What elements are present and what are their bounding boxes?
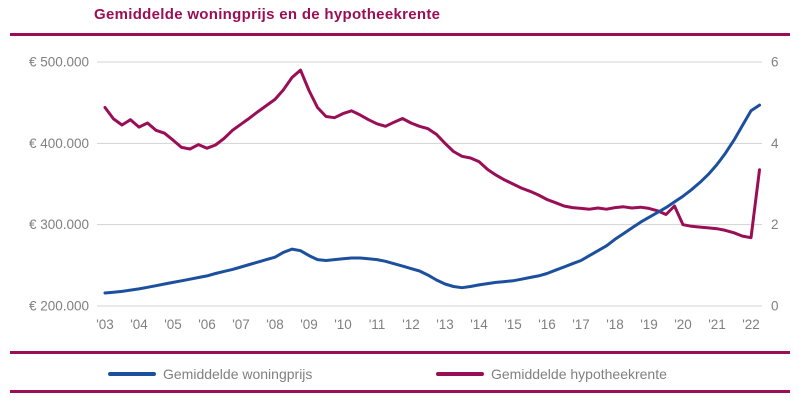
x-axis-tick-label: '18 <box>606 317 624 332</box>
x-axis-tick-label: '19 <box>640 317 658 332</box>
blue-line-swatch-icon <box>108 372 156 376</box>
price-line-series <box>103 103 761 295</box>
chart-title: Gemiddelde woningprijs en de hypotheekre… <box>94 6 441 23</box>
left-axis-tick-label: € 200.000 <box>29 299 89 314</box>
left-axis-tick-label: € 300.000 <box>29 217 89 232</box>
legend-item-woningprijs: Gemiddelde woningprijs <box>108 366 312 382</box>
x-axis-tick-label: '04 <box>130 317 148 332</box>
legend-label-woningprijs: Gemiddelde woningprijs <box>163 366 313 382</box>
x-axis-tick-label: '10 <box>334 317 352 332</box>
x-axis-tick-label: '22 <box>742 317 760 332</box>
x-axis-tick-label: '13 <box>436 317 454 332</box>
legend-label-hypotheekrente: Gemiddelde hypotheekrente <box>491 366 667 382</box>
x-axis-tick-label: '21 <box>708 317 726 332</box>
legend-divider-bottom-rule <box>10 390 790 393</box>
x-axis-tick-label: '08 <box>266 317 284 332</box>
rate-line-series <box>103 68 761 240</box>
right-axis-tick-label: 0 <box>771 299 779 314</box>
x-axis-tick-label: '20 <box>674 317 692 332</box>
chart-canvas: € 500.000 6 € 400.000 4 € 300.000 2 € 200.000 0… <box>29 55 779 333</box>
right-axis-tick-label: 6 <box>771 55 779 70</box>
x-axis-tick-label: '11 <box>369 317 386 332</box>
legend-item-hypotheekrente: Gemiddelde hypotheekrente <box>436 366 667 382</box>
left-axis-tick-label: € 500.000 <box>29 55 89 70</box>
title-divider-rule <box>10 33 790 36</box>
x-axis-tick-label: '06 <box>198 317 216 332</box>
right-axis-tick-label: 2 <box>771 217 779 232</box>
x-axis-tick-label: '16 <box>538 317 556 332</box>
left-axis-tick-label: € 400.000 <box>29 136 89 151</box>
legend-divider-top-rule <box>10 351 790 354</box>
right-axis-tick-label: 4 <box>771 136 779 151</box>
x-axis-tick-label: '14 <box>470 317 488 332</box>
x-axis-tick-label: '07 <box>232 317 250 332</box>
x-axis-tick-label: '15 <box>504 317 522 332</box>
x-axis-tick-label: '05 <box>164 317 182 332</box>
x-axis-tick-label: '03 <box>96 317 114 332</box>
x-axis-tick-label: '17 <box>572 317 590 332</box>
x-axis-tick-label: '09 <box>300 317 318 332</box>
x-axis-tick-label: '12 <box>402 317 420 332</box>
magenta-line-swatch-icon <box>436 372 484 376</box>
